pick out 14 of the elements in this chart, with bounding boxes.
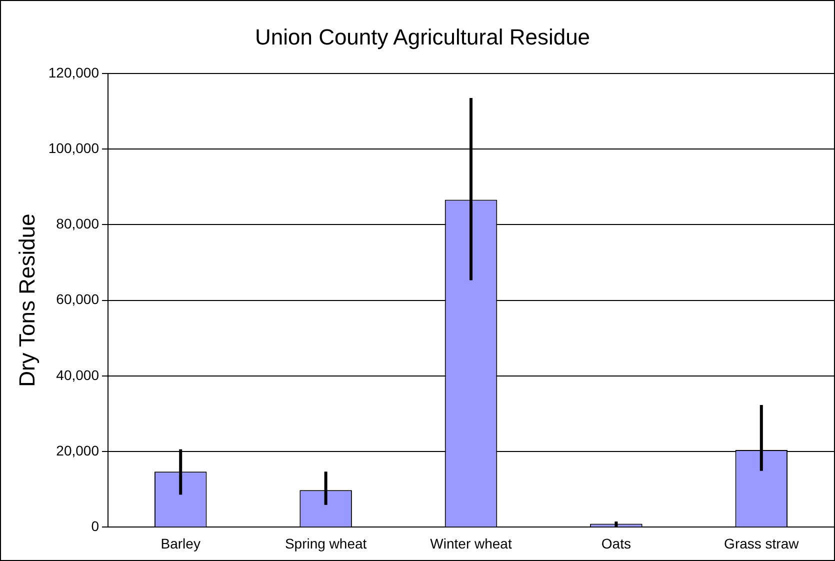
x-tick-label: Barley — [160, 535, 200, 552]
y-tick-label: 0 — [91, 518, 100, 534]
y-tick-label: 60,000 — [56, 291, 100, 308]
y-tick-label: 40,000 — [56, 366, 100, 383]
x-tick-label: Winter wheat — [430, 535, 512, 552]
y-tick-label: 20,000 — [56, 442, 100, 458]
x-tick-label: Grass straw — [724, 535, 800, 552]
y-tick-label: 80,000 — [56, 216, 100, 232]
y-axis-title: Dry Tons Residue — [14, 214, 40, 387]
x-tick-label: Oats — [601, 535, 631, 552]
y-tick-label: 100,000 — [48, 140, 100, 156]
chart-title: Union County Agricultural Residue — [254, 24, 590, 50]
x-tick-label: Spring wheat — [284, 535, 367, 552]
y-tick-label: 120,000 — [48, 64, 100, 80]
